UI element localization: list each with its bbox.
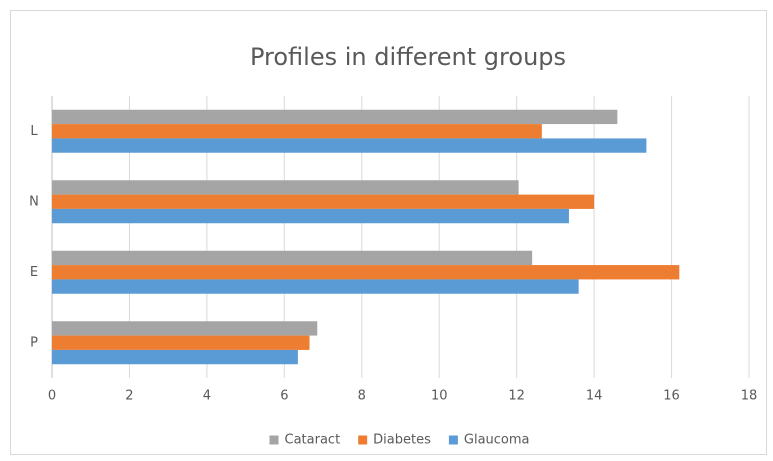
legend-swatch [269, 435, 279, 445]
y-tick-label: P [30, 335, 38, 350]
bar [52, 349, 298, 365]
legend-swatch [448, 435, 458, 445]
bar [52, 250, 533, 266]
y-tick-label: E [30, 265, 38, 280]
bar [52, 279, 579, 294]
x-tick-label: 0 [48, 389, 56, 404]
y-tick-label: N [29, 194, 39, 209]
x-tick-label: 12 [508, 389, 525, 404]
bar [52, 265, 680, 280]
x-tick-label: 18 [741, 389, 758, 404]
legend-label: Glaucoma [464, 433, 530, 448]
chart-frame [10, 10, 767, 455]
bar [52, 138, 647, 153]
x-tick-label: 10 [431, 389, 448, 404]
x-tick-label: 2 [125, 389, 133, 404]
x-tick-label: 8 [358, 389, 366, 404]
x-tick-label: 6 [280, 389, 288, 404]
x-tick-label: 14 [586, 389, 603, 404]
legend-label: Cataract [285, 433, 341, 448]
bar [52, 194, 595, 209]
legend-swatch [358, 435, 368, 445]
legend-label: Diabetes [373, 433, 431, 448]
x-tick-label: 4 [203, 389, 211, 404]
bar [52, 180, 519, 195]
y-tick-label: L [30, 124, 38, 139]
bar [52, 208, 569, 224]
x-tick-label: 16 [663, 389, 680, 404]
bar [52, 321, 318, 336]
bar [52, 335, 310, 350]
bar [52, 124, 542, 139]
bar [52, 109, 618, 125]
chart-title: Profiles in different groups [250, 43, 566, 71]
